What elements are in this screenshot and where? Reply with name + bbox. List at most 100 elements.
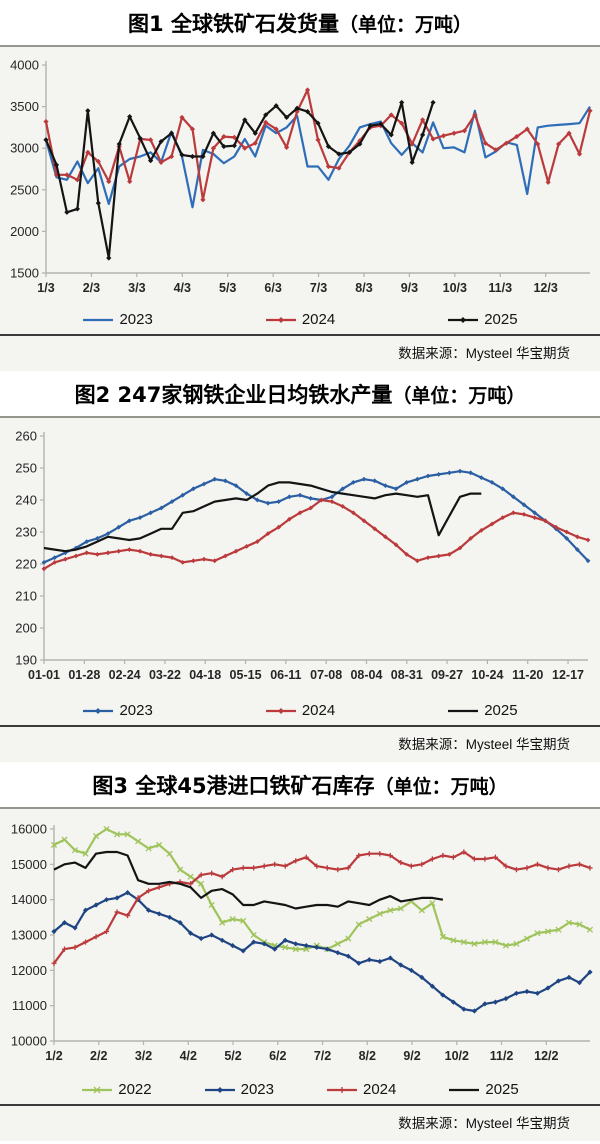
report-page: { "charts": [ { "title": "图1 全球铁矿石发货量", … [0, 11, 600, 1141]
marker-diamond [221, 133, 227, 140]
marker-diamond [127, 113, 133, 120]
marker-diamond [137, 135, 143, 141]
legend-line-sample-2023 [83, 707, 114, 714]
marker-diamond [169, 499, 175, 504]
marker-plus [219, 874, 225, 880]
y-tick-label: 210 [15, 589, 37, 604]
marker-diamond [189, 153, 196, 160]
marker-diamond [43, 118, 49, 125]
marker-diamond [201, 556, 207, 562]
legend-line-sample-2025 [449, 1088, 480, 1091]
legend-year-label: 2025 [484, 311, 518, 328]
x-tick-label: 11/2 [490, 1049, 514, 1063]
legend-year-label: 2022 [118, 1081, 152, 1098]
x-tick-label: 11/3 [488, 281, 512, 295]
marker-diamond [158, 138, 164, 145]
marker-diamond [233, 483, 239, 488]
marker-diamond [377, 958, 383, 965]
chart2-title-text: 图2 247家钢铁企业日均铁水产量 [74, 383, 393, 407]
marker-diamond [93, 902, 99, 908]
marker-diamond [145, 907, 152, 913]
marker-x [82, 850, 89, 857]
legend-line-sample-2023 [204, 1086, 235, 1093]
marker-x [187, 873, 194, 880]
series-2025 [43, 481, 482, 553]
marker-plus [230, 867, 236, 873]
marker-diamond [116, 141, 122, 147]
x-tick-label: 7/3 [310, 281, 327, 295]
marker-diamond [74, 177, 80, 183]
marker-plus [135, 895, 141, 901]
marker-diamond [85, 149, 91, 155]
marker-diamond [361, 518, 367, 524]
legend-item-2025: 2025 [447, 702, 518, 719]
y-tick-label: 2000 [10, 224, 39, 239]
marker-diamond [85, 108, 91, 114]
marker-diamond [284, 114, 290, 121]
marker-x [240, 917, 247, 924]
marker-diamond [478, 528, 484, 533]
marker-diamond [200, 197, 206, 203]
marker-x [502, 942, 509, 949]
legend-year-label: 2024 [301, 702, 336, 719]
marker-diamond [425, 555, 431, 560]
marker-diamond [126, 518, 132, 524]
y-tick-label: 190 [15, 653, 37, 668]
marker-x [439, 933, 446, 940]
marker-diamond [513, 990, 520, 996]
chart3-card: 10000 11000 12000 13000 14000 15000 16000 1/2 2/… [0, 807, 600, 1141]
legend-item-2025: 2025 [448, 1081, 519, 1098]
chart1-source: 数据来源：Mysteel 华宝期货 [398, 346, 570, 361]
marker-diamond [179, 114, 185, 121]
marker-diamond [200, 153, 206, 160]
marker-x [418, 907, 425, 914]
marker-diamond [126, 547, 132, 552]
y-tick-label: 11000 [12, 998, 47, 1013]
x-axis-labels: 1/3 2/3 3/3 4/3 5/3 6/3 7/3 8/3 9/3 10/3 11/3 12/3 [37, 273, 558, 295]
marker-diamond [263, 119, 269, 126]
series-2023-line [43, 470, 589, 564]
marker-diamond [399, 99, 405, 106]
y-tick-label: 3000 [10, 141, 39, 156]
marker-diamond [297, 492, 303, 498]
marker-diamond [398, 962, 404, 968]
x-tick-label: 02-24 [109, 668, 141, 682]
y-tick-label: 2500 [10, 182, 39, 197]
marker-diamond [41, 560, 47, 565]
marker-diamond [404, 552, 410, 557]
marker-diamond [414, 558, 420, 564]
series-2025-line [53, 850, 444, 910]
marker-diamond [43, 137, 49, 143]
marker-diamond [366, 957, 372, 963]
chart2-divider [0, 725, 600, 727]
chart1-card: 1500 2000 2500 3000 3500 4000 1/3 2/3 3/3 4/3 5/3 6… [0, 45, 600, 371]
series-2025-line [43, 481, 482, 553]
marker-diamond [587, 108, 593, 114]
series-2024 [43, 87, 593, 203]
marker-diamond [315, 120, 321, 126]
chart1-divider [0, 334, 600, 336]
marker-diamond [340, 504, 346, 509]
marker-diamond [372, 478, 378, 484]
marker-x [492, 939, 499, 946]
marker-diamond [95, 707, 102, 714]
marker-plus [587, 865, 593, 871]
marker-plus [324, 865, 330, 871]
marker-x [555, 926, 562, 933]
marker-plus [440, 852, 446, 859]
marker-plus [429, 856, 435, 862]
marker-plus [387, 852, 393, 859]
page-title: 图1 全球铁矿石发货量（单位：万吨） [0, 11, 600, 38]
marker-diamond [265, 500, 271, 506]
legend-line-sample-2023 [83, 318, 114, 321]
marker-diamond [105, 531, 111, 536]
marker-diamond [304, 108, 311, 115]
marker-plus [293, 858, 299, 864]
series-2024 [51, 849, 593, 966]
marker-plus [240, 865, 246, 871]
legend-item-2024: 2024 [265, 702, 335, 719]
marker-diamond [244, 544, 250, 549]
marker-diamond [231, 134, 237, 140]
marker-x [92, 833, 100, 840]
x-tick-label: 09-27 [431, 668, 463, 682]
